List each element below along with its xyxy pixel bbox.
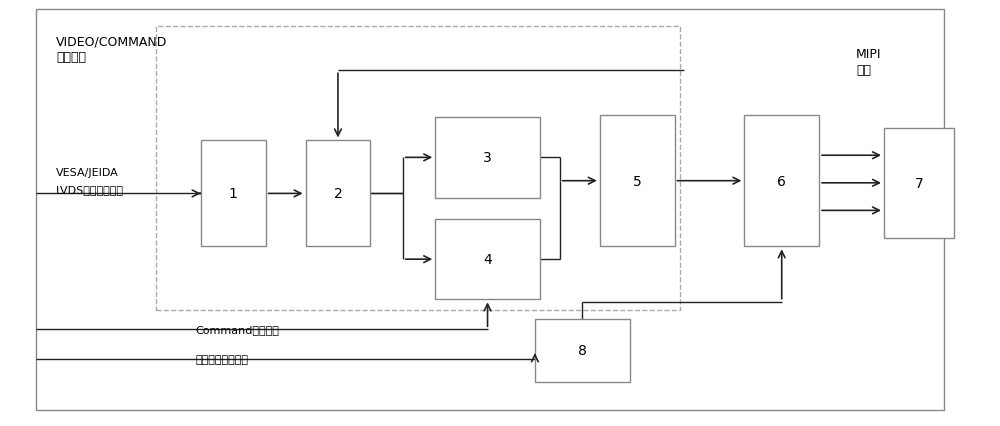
Text: LVDS视频信号接口: LVDS视频信号接口 [56,185,124,195]
Text: 8: 8 [578,343,587,357]
Text: VIDEO/COMMAND: VIDEO/COMMAND [56,35,168,48]
Bar [435,219,540,300]
Bar [306,141,370,247]
Bar [435,118,540,198]
Text: 6: 6 [777,174,786,188]
Bar [600,115,675,247]
Bar [201,141,266,247]
Text: 4: 4 [483,253,492,267]
Bar [535,319,630,382]
Text: 开关接口: 开关接口 [56,51,86,64]
Text: 上层指令输入接口: 上层指令输入接口 [196,354,249,364]
Text: Command控制接口: Command控制接口 [196,325,280,334]
Text: MIPI: MIPI [856,48,882,61]
Bar [744,115,819,247]
Text: 7: 7 [914,176,923,190]
Text: 3: 3 [483,151,492,165]
Text: 2: 2 [334,187,342,201]
Text: VESA/JEIDA: VESA/JEIDA [56,168,119,178]
Bar [884,128,954,239]
Text: 1: 1 [229,187,238,201]
Bar [156,27,680,311]
Text: 接口: 接口 [856,63,871,76]
Text: 5: 5 [633,174,641,188]
